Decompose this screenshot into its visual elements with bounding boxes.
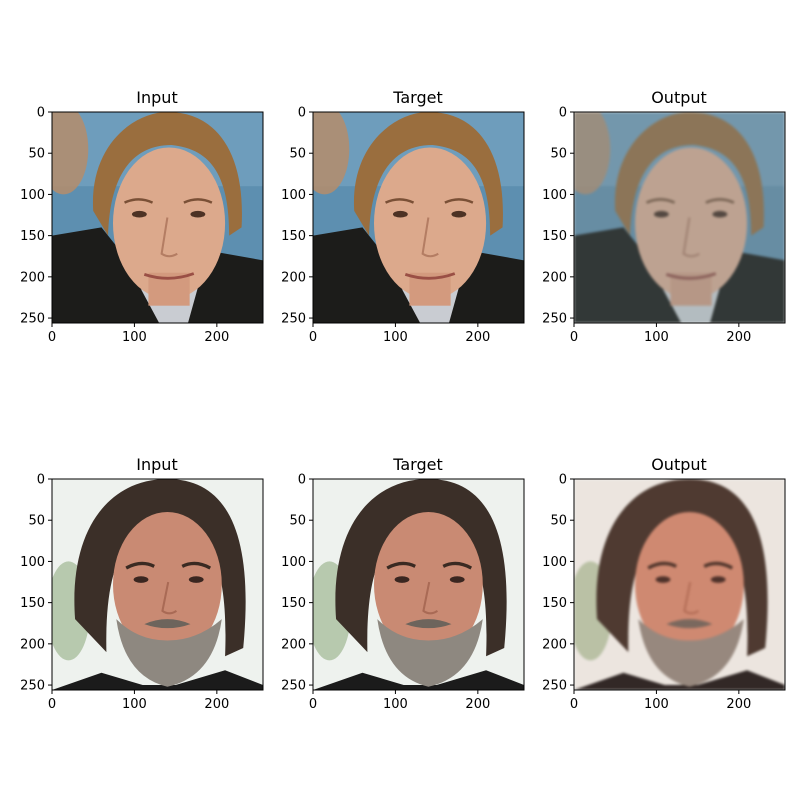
panel-title: Output — [651, 88, 707, 107]
y-tick-label: 0 — [298, 473, 306, 488]
x-tick-label: 200 — [204, 330, 229, 345]
face-1-input-image — [52, 112, 263, 323]
panel-title: Target — [392, 88, 443, 107]
y-tick-label: 250 — [542, 679, 567, 694]
y-tick-label: 0 — [298, 106, 306, 121]
axes-frame — [312, 478, 525, 691]
x-tick-label: 0 — [309, 697, 317, 712]
axes-frame — [51, 478, 264, 691]
y-tick-label: 50 — [289, 514, 306, 529]
panel-2-output: Output 0 100 200 0 50 100 150 200 250 — [542, 455, 786, 712]
x-tick-label: 200 — [726, 330, 751, 345]
y-tick-label: 100 — [542, 555, 567, 570]
x-tick-label: 200 — [726, 697, 751, 712]
y-tick-label: 50 — [289, 147, 306, 162]
y-tick-label: 0 — [559, 473, 567, 488]
axes-frame — [573, 478, 786, 691]
x-tick-label: 100 — [122, 697, 147, 712]
axes-frame — [573, 111, 786, 324]
panel-1-target: Target 0 100 200 0 50 100 150 200 250 — [281, 88, 525, 345]
y-tick-label: 250 — [20, 679, 45, 694]
y-tick-label: 200 — [20, 637, 45, 652]
y-tick-label: 150 — [542, 229, 567, 244]
x-tick-label: 100 — [644, 697, 669, 712]
y-tick-label: 50 — [550, 514, 567, 529]
y-tick-label: 200 — [542, 270, 567, 285]
x-tick-label: 200 — [204, 697, 229, 712]
panel-2-target: Target 0 100 200 0 50 100 150 200 250 — [281, 455, 525, 712]
y-tick-label: 100 — [542, 188, 567, 203]
panel-1-input: Input 0 100 200 0 50 100 150 200 250 — [20, 88, 264, 345]
face-2-output-image — [574, 479, 785, 690]
y-tick-label: 150 — [281, 229, 306, 244]
y-tick-label: 200 — [20, 270, 45, 285]
y-tick-label: 100 — [20, 188, 45, 203]
y-tick-label: 200 — [281, 270, 306, 285]
x-tick-label: 0 — [48, 697, 56, 712]
face-2-input-image — [52, 479, 263, 690]
panel-title: Input — [136, 88, 177, 107]
y-tick-label: 150 — [20, 229, 45, 244]
panel-title: Target — [392, 455, 443, 474]
x-tick-label: 0 — [48, 330, 56, 345]
panel-axes: 0 100 200 0 50 100 150 200 250 — [542, 106, 786, 345]
y-tick-label: 150 — [20, 596, 45, 611]
x-tick-label: 100 — [122, 330, 147, 345]
face-1-output-image — [574, 112, 785, 323]
y-tick-label: 250 — [281, 679, 306, 694]
face-1-target-image — [313, 112, 524, 323]
panel-2-input: Input 0 100 200 0 50 100 150 200 250 — [20, 455, 264, 712]
y-tick-label: 150 — [542, 596, 567, 611]
x-tick-label: 0 — [570, 330, 578, 345]
panel-axes: 0 100 200 0 50 100 150 200 250 — [281, 473, 525, 712]
x-tick-label: 100 — [383, 330, 408, 345]
y-tick-label: 100 — [20, 555, 45, 570]
axes-frame — [312, 111, 525, 324]
y-tick-label: 50 — [550, 147, 567, 162]
x-tick-label: 0 — [570, 697, 578, 712]
x-tick-label: 200 — [465, 697, 490, 712]
y-tick-label: 200 — [542, 637, 567, 652]
y-tick-label: 100 — [281, 555, 306, 570]
face-2-target-image — [313, 479, 524, 690]
x-tick-label: 200 — [465, 330, 490, 345]
panel-axes: 0 100 200 0 50 100 150 200 250 — [281, 106, 525, 345]
panel-axes: 0 100 200 0 50 100 150 200 250 — [20, 106, 264, 345]
y-tick-label: 50 — [28, 147, 45, 162]
y-tick-label: 250 — [542, 312, 567, 327]
panel-title: Input — [136, 455, 177, 474]
y-tick-label: 0 — [37, 106, 45, 121]
y-tick-label: 250 — [281, 312, 306, 327]
y-tick-label: 0 — [559, 106, 567, 121]
y-tick-label: 100 — [281, 188, 306, 203]
panel-axes: 0 100 200 0 50 100 150 200 250 — [542, 473, 786, 712]
panel-axes: 0 100 200 0 50 100 150 200 250 — [20, 473, 264, 712]
y-tick-label: 250 — [20, 312, 45, 327]
panel-1-output: Output 0 100 200 0 50 100 150 200 250 — [542, 88, 786, 345]
panel-title: Output — [651, 455, 707, 474]
y-tick-label: 0 — [37, 473, 45, 488]
y-tick-label: 50 — [28, 514, 45, 529]
axes-frame — [51, 111, 264, 324]
y-tick-label: 200 — [281, 637, 306, 652]
x-tick-label: 100 — [644, 330, 669, 345]
x-tick-label: 100 — [383, 697, 408, 712]
x-tick-label: 0 — [309, 330, 317, 345]
y-tick-label: 150 — [281, 596, 306, 611]
